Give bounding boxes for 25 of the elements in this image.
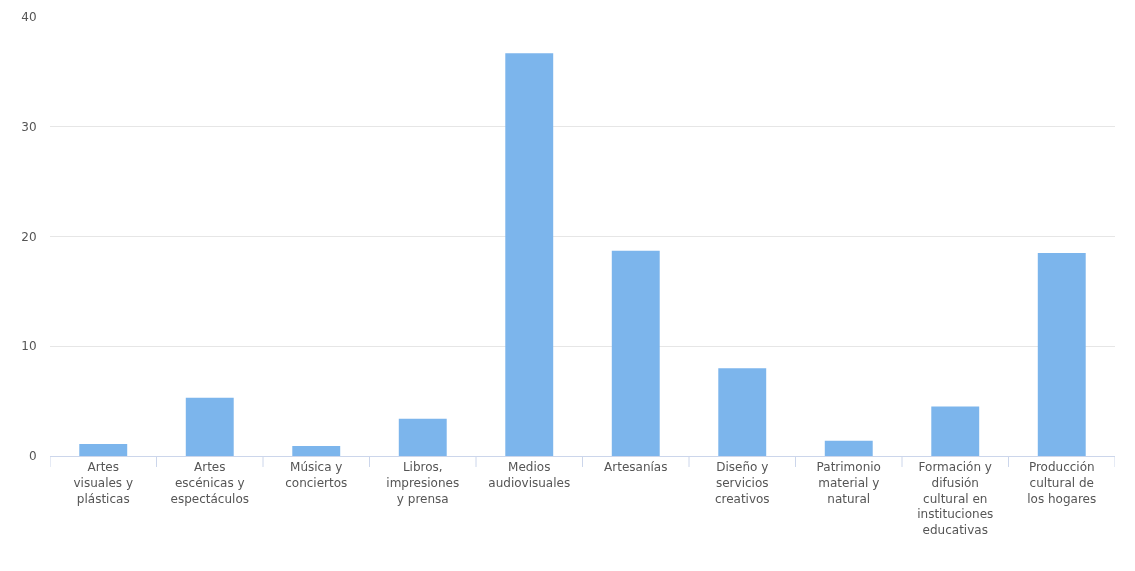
- bar: [1037, 252, 1086, 456]
- y-tick-label: 40: [21, 10, 37, 25]
- bar: [718, 368, 767, 456]
- x-tick-label: Artesanías: [604, 460, 668, 475]
- x-tick-label: Diseño y servicios creativos: [714, 460, 770, 506]
- y-tick-label: 0: [28, 449, 37, 464]
- x-tick-label: Formación y difusión cultural en instituciones educativas: [917, 460, 994, 537]
- bar: [611, 250, 660, 456]
- y-tick-label: 30: [21, 119, 37, 134]
- y-tick-label: 10: [21, 339, 37, 354]
- x-tick-label: Patrimonio material y natural: [816, 460, 881, 506]
- bar: [824, 440, 873, 456]
- bar: [398, 418, 447, 456]
- bar: [931, 406, 980, 456]
- x-tick-label: Producción cultural de los hogares: [1027, 460, 1097, 506]
- x-tick-label: Música y conciertos: [285, 460, 348, 490]
- bar: [505, 53, 554, 456]
- bar: [292, 446, 341, 456]
- x-tick-label: Medios audiovisuales: [488, 460, 571, 490]
- y-tick-label: 20: [21, 229, 37, 244]
- x-tick-label: Artes visuales y plásticas: [73, 460, 134, 506]
- x-tick-label: Libros, impresiones y prensa: [386, 460, 460, 506]
- bar: [79, 443, 128, 456]
- bar: [185, 397, 234, 456]
- x-tick-label: Artes escénicas y espectáculos: [170, 460, 249, 506]
